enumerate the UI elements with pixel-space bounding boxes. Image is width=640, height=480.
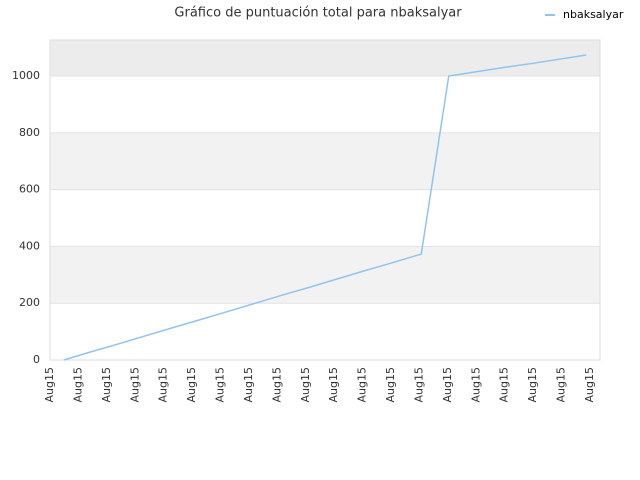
x-tick-label: Aug15 (356, 367, 369, 402)
plot-frame (49, 39, 601, 361)
x-tick-label: Aug15 (128, 367, 141, 402)
x-tick-label: Aug15 (242, 367, 255, 402)
x-tick-label: Aug15 (412, 367, 425, 402)
x-tick-label: Aug15 (185, 367, 198, 402)
x-tick-label: Aug15 (214, 367, 227, 402)
x-tick-label: Aug15 (555, 367, 568, 402)
y-tick-label: 600 (19, 183, 40, 196)
x-tick-label: Aug15 (469, 367, 482, 402)
y-tick-label: 1000 (12, 69, 40, 82)
x-tick-label: Aug15 (270, 367, 283, 402)
x-tick-label: Aug15 (157, 367, 170, 402)
legend-label: nbaksalyar (563, 8, 624, 21)
grid-band (50, 132, 600, 190)
grid-band (50, 246, 600, 304)
x-tick-label: Aug15 (583, 367, 596, 402)
x-tick-label: Aug15 (526, 367, 539, 402)
x-tick-label: Aug15 (299, 367, 312, 402)
y-tick-label: 200 (19, 296, 40, 309)
chart-title: Gráfico de puntuación total para nbaksal… (174, 6, 462, 21)
series-line (63, 54, 587, 361)
x-tick-label: Aug15 (498, 367, 511, 402)
y-tick-label: 800 (19, 126, 40, 139)
x-tick-label: Aug15 (384, 367, 397, 402)
y-tick-label: 400 (19, 239, 40, 252)
x-tick-label: Aug15 (71, 367, 84, 402)
y-tick-label: 0 (33, 353, 40, 366)
x-tick-label: Aug15 (441, 367, 454, 402)
x-tick-label: Aug15 (327, 367, 340, 402)
x-tick-label: Aug15 (43, 367, 56, 402)
grid-band (50, 40, 600, 77)
x-tick-label: Aug15 (100, 367, 113, 402)
